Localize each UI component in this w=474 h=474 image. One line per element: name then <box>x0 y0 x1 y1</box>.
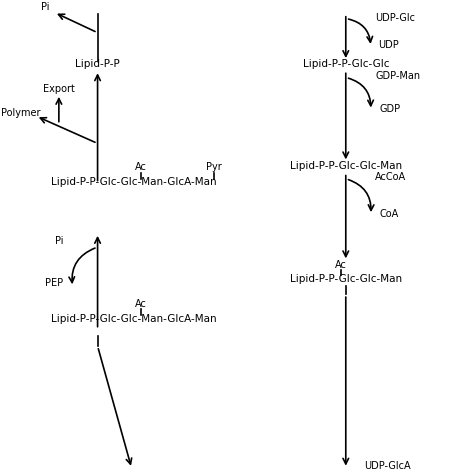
Text: Lipid-P-P-Glc-Glc-Man: Lipid-P-P-Glc-Glc-Man <box>290 274 402 284</box>
Text: GDP: GDP <box>380 104 401 114</box>
Text: CoA: CoA <box>380 209 399 219</box>
Text: UDP-GlcA: UDP-GlcA <box>364 461 410 471</box>
Text: GDP-Man: GDP-Man <box>375 71 420 81</box>
Text: Lipid-P-P-Glc-Glc-Man: Lipid-P-P-Glc-Glc-Man <box>290 161 402 171</box>
Text: Lipid-P-P: Lipid-P-P <box>75 59 120 69</box>
Text: Ac: Ac <box>135 299 147 309</box>
Text: AcCoA: AcCoA <box>375 173 407 182</box>
Text: PEP: PEP <box>45 278 64 288</box>
Text: Ac: Ac <box>135 162 147 172</box>
Text: Polymer: Polymer <box>1 108 41 118</box>
Text: UDP-Glc: UDP-Glc <box>375 13 415 23</box>
Text: Ac: Ac <box>335 260 347 270</box>
Text: Lipid-P-P-Glc-Glc-Man-GlcA-Man: Lipid-P-P-Glc-Glc-Man-GlcA-Man <box>51 177 217 187</box>
Text: UDP: UDP <box>378 40 399 50</box>
Text: Pi: Pi <box>55 236 63 246</box>
Text: Export: Export <box>43 84 75 94</box>
Text: Lipid-P-P-Glc-Glc: Lipid-P-P-Glc-Glc <box>302 59 389 69</box>
Text: Pi: Pi <box>41 2 49 12</box>
Text: Pyr: Pyr <box>206 162 221 172</box>
Text: Lipid-P-P-Glc-Glc-Man-GlcA-Man: Lipid-P-P-Glc-Glc-Man-GlcA-Man <box>51 314 217 324</box>
